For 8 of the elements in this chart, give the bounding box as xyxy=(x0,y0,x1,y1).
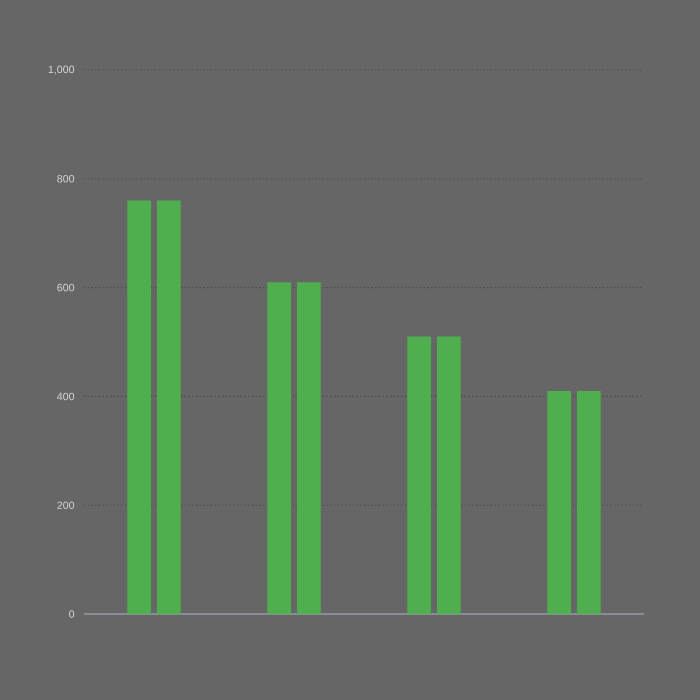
bar xyxy=(296,282,321,614)
bar xyxy=(267,282,292,614)
bar xyxy=(127,200,152,614)
bar xyxy=(436,336,461,614)
bar xyxy=(547,390,572,614)
bar xyxy=(407,336,432,614)
bar xyxy=(156,200,181,614)
bar xyxy=(576,390,601,614)
